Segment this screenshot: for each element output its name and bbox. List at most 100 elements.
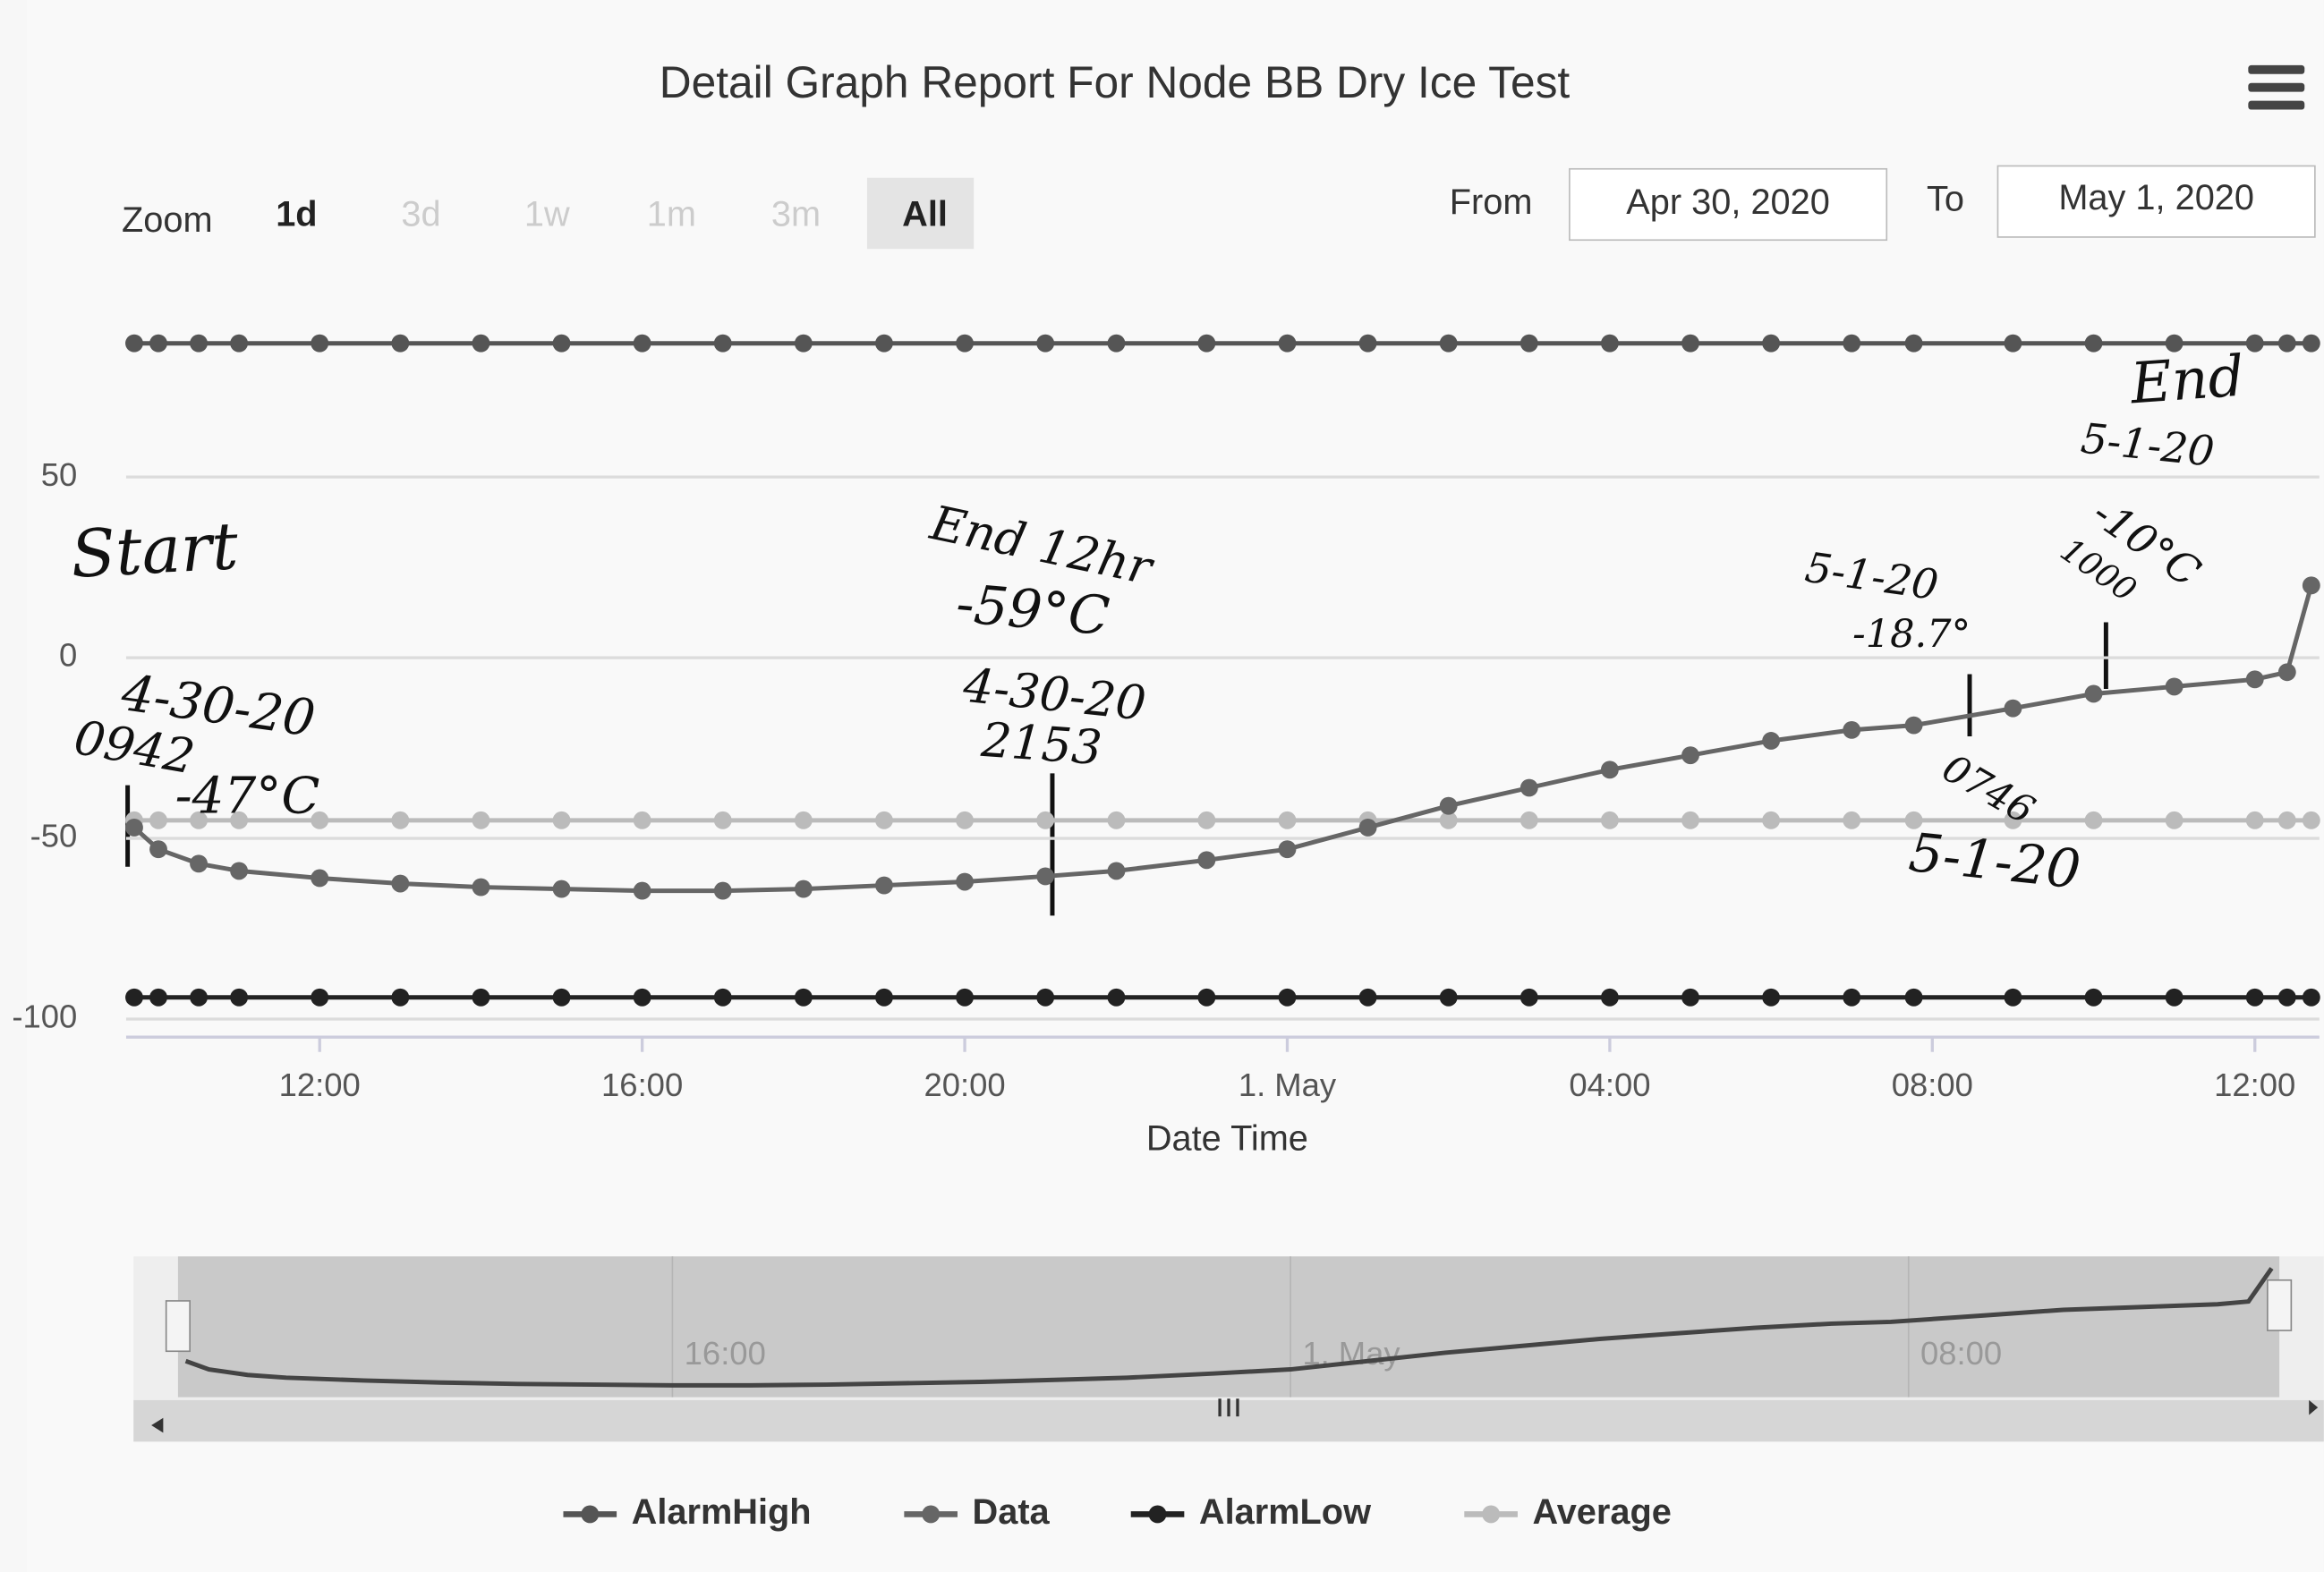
x-tick-label: 1. May <box>1239 1066 1337 1103</box>
data-point <box>1905 335 1923 353</box>
data-point <box>190 989 208 1007</box>
data-point <box>1905 717 1923 735</box>
legend-marker <box>1482 1505 1500 1523</box>
chart: Detail Graph Report For Node BB Dry Ice … <box>0 0 2324 1572</box>
data-point <box>1905 989 1923 1007</box>
data-point <box>956 989 974 1007</box>
data-point <box>2166 811 2184 829</box>
data-point <box>2278 811 2296 829</box>
data-point <box>125 819 143 837</box>
data-point <box>714 882 732 900</box>
handwritten-note: 2153 <box>979 713 1104 776</box>
data-point <box>2246 335 2264 353</box>
data-point <box>472 989 489 1007</box>
data-point <box>1520 335 1538 353</box>
data-point <box>2303 989 2320 1007</box>
data-point <box>2278 335 2296 353</box>
data-point <box>634 882 651 900</box>
data-point <box>1036 989 1054 1007</box>
data-point <box>1762 989 1780 1007</box>
data-point <box>634 989 651 1007</box>
data-point <box>1843 721 1860 739</box>
data-point <box>472 879 489 896</box>
data-point <box>1601 811 1619 829</box>
zoom-button[interactable]: 3d <box>401 194 440 234</box>
data-point <box>956 811 974 829</box>
data-point <box>1359 989 1377 1007</box>
data-point <box>2303 811 2320 829</box>
legend-label: AlarmHigh <box>632 1492 812 1532</box>
handwritten-note: -59°C <box>954 574 1112 649</box>
zoom-button[interactable]: 1w <box>524 194 570 234</box>
menu-bar <box>2248 83 2304 92</box>
data-point <box>1197 811 1215 829</box>
x-tick-label: 08:00 <box>1892 1066 1973 1103</box>
data-point <box>795 335 813 353</box>
data-point <box>714 989 732 1007</box>
data-point <box>1279 811 1297 829</box>
data-point <box>149 811 167 829</box>
data-point <box>1843 335 1860 353</box>
zoom-button[interactable]: 3m <box>771 194 821 234</box>
data-point <box>1108 989 1126 1007</box>
y-tick-label: -50 <box>30 818 78 854</box>
data-point <box>1359 819 1377 837</box>
navigator-handle[interactable] <box>166 1301 190 1351</box>
y-tick-label: 50 <box>41 456 78 493</box>
data-point <box>2246 811 2264 829</box>
x-axis-title: Date Time <box>1146 1119 1308 1159</box>
data-point <box>190 335 208 353</box>
data-point <box>149 840 167 858</box>
data-point <box>190 854 208 872</box>
legend-label: AlarmLow <box>1199 1492 1371 1532</box>
legend-marker <box>581 1505 599 1523</box>
data-point <box>1440 797 1458 815</box>
zoom-button[interactable]: 1d <box>276 194 317 234</box>
data-point <box>1279 335 1297 353</box>
x-tick-label: 20:00 <box>924 1066 1005 1103</box>
data-point <box>1762 335 1780 353</box>
data-point <box>2278 989 2296 1007</box>
data-point <box>1762 811 1780 829</box>
data-point <box>1681 989 1699 1007</box>
data-point <box>875 989 893 1007</box>
y-tick-label: 0 <box>59 637 77 674</box>
data-point <box>1843 989 1860 1007</box>
data-point <box>2004 989 2022 1007</box>
data-point <box>1681 746 1699 764</box>
data-point <box>2085 685 2103 703</box>
data-point <box>1601 761 1619 778</box>
data-point <box>1108 862 1126 879</box>
handwritten-note: Start <box>69 508 241 593</box>
data-point <box>1440 989 1458 1007</box>
data-point <box>553 335 571 353</box>
data-point <box>1681 335 1699 353</box>
zoom-button[interactable]: All <box>902 194 948 234</box>
data-point <box>875 877 893 895</box>
menu-button[interactable] <box>2248 65 2304 110</box>
handwritten-note: -18.7° <box>1852 612 1971 657</box>
x-tick-label: 16:00 <box>601 1066 683 1103</box>
data-point <box>230 989 248 1007</box>
data-point <box>1762 732 1780 750</box>
data-point <box>311 870 328 888</box>
data-point <box>714 335 732 353</box>
data-point <box>149 989 167 1007</box>
legend-marker <box>922 1505 940 1523</box>
data-point <box>2278 663 2296 681</box>
handwritten-note: -47°C <box>175 768 320 826</box>
data-point <box>1036 811 1054 829</box>
data-point <box>553 811 571 829</box>
data-point <box>634 335 651 353</box>
data-point <box>956 335 974 353</box>
data-point <box>2004 335 2022 353</box>
data-point <box>634 811 651 829</box>
data-point <box>230 862 248 879</box>
data-point <box>311 989 328 1007</box>
navigator-window[interactable] <box>178 1256 2279 1397</box>
zoom-button[interactable]: 1m <box>647 194 696 234</box>
x-tick-label: 04:00 <box>1569 1066 1650 1103</box>
navigator-handle[interactable] <box>2268 1280 2291 1330</box>
data-point <box>2303 335 2320 353</box>
data-point <box>2085 811 2103 829</box>
